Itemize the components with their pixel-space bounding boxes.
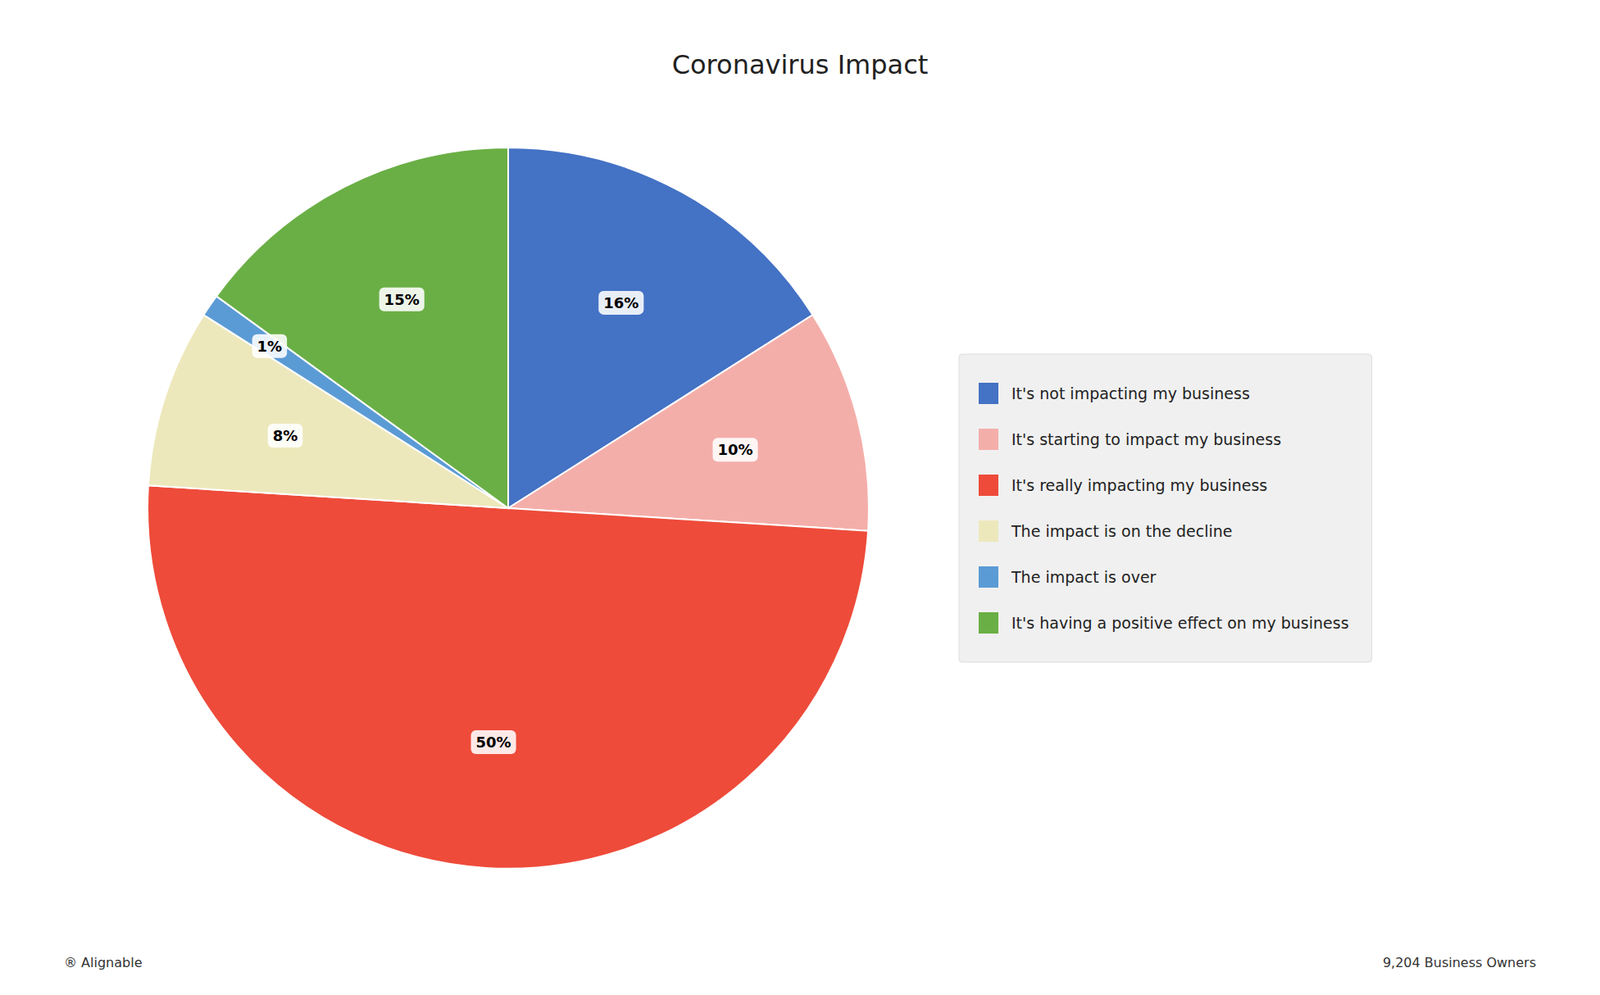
legend-label: It's really impacting my business [1011,476,1268,495]
data-labels: 16% 10% 50% 8% 1% 15% [252,287,759,755]
pie-slice [216,147,509,509]
data-label: 16% [603,294,639,312]
legend-swatch [978,474,999,496]
legend-swatch [978,428,999,450]
footer-note: ® Alignable [63,954,142,971]
legend-frame [959,354,1373,663]
data-label-background [598,290,644,315]
legend-swatch [978,520,999,542]
chart: Coronavirus Impact 16% 10% 50% 8% 1% 15% It's n… [0,0,1600,995]
data-label-background [712,437,758,462]
legend-label: It's starting to impact my business [1011,430,1282,449]
legend-label: It's having a positive effect on my busi… [1011,613,1350,632]
legend-label: It's not impacting my business [1011,384,1250,403]
legend-swatch [978,382,999,405]
data-label-background [252,334,288,359]
data-label-background [268,423,304,448]
pie-slice [147,485,869,869]
legend-swatch [978,612,999,634]
legend-label: The impact is over [1010,568,1157,587]
footer-note: 9,204 Business Owners [1382,954,1537,971]
data-label: 15% [384,290,420,309]
data-label: 10% [717,440,753,459]
title: Coronavirus Impact [672,49,929,81]
pie-slice [508,314,869,531]
legend-swatch [978,566,999,588]
data-label-background [470,730,516,755]
data-label: 8% [272,427,299,445]
data-label: 1% [257,337,283,355]
slices [147,147,869,869]
data-label: 50% [475,733,511,751]
legend-label: The impact is on the decline [1010,522,1232,541]
data-label-background [379,287,425,312]
legend: It's not impacting my business It's start… [959,354,1373,663]
